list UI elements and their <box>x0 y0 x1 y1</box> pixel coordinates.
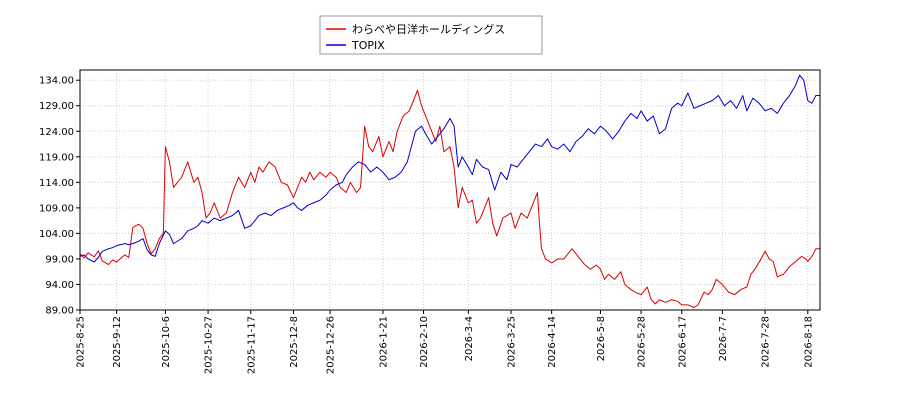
legend-label-series-2: TOPIX <box>351 39 385 52</box>
x-tick-label: 2026-8-18 <box>803 316 814 368</box>
x-tick-label: 2026-5-28 <box>637 316 648 368</box>
series-layer <box>79 74 820 308</box>
x-tick-label: 2026-7-28 <box>761 316 772 368</box>
y-tick-label: 134.00 <box>39 76 74 87</box>
x-tick-label: 2026-7-7 <box>718 316 729 361</box>
y-tick-label: 114.00 <box>39 178 74 189</box>
legend-box <box>319 15 543 55</box>
x-tick-label: 2026-2-10 <box>419 316 430 368</box>
y-tick-label: 109.00 <box>39 203 74 214</box>
x-tick-label: 2025-9-12 <box>112 316 123 368</box>
x-tick-label: 2025-12-8 <box>289 316 300 368</box>
y-tick-label: 129.00 <box>39 101 74 112</box>
plot-frame <box>79 69 821 311</box>
x-tick-label: 2025-10-6 <box>161 316 172 368</box>
x-tick-label: 2025-12-26 <box>326 316 337 374</box>
x-tick-label: 2026-1-21 <box>378 316 389 368</box>
x-axis: 2025-8-25 2025-9-12 2025-10-6 2025-10-27 202… <box>76 310 814 374</box>
x-tick-label: 2026-4-14 <box>547 316 558 368</box>
x-tick-label: 2026-5-8 <box>596 316 607 361</box>
grid-layer <box>79 70 820 311</box>
x-tick-label: 2026-3-25 <box>506 316 517 368</box>
y-tick-label: 89.00 <box>45 306 74 317</box>
y-tick-label: 94.00 <box>45 280 74 291</box>
y-tick-label: 104.00 <box>39 229 74 240</box>
series-line-1 <box>79 89 820 308</box>
x-tick-label: 2025-11-17 <box>246 316 257 374</box>
x-tick-label: 2026-6-17 <box>677 316 688 368</box>
x-tick-label: 2025-8-25 <box>76 316 87 368</box>
x-tick-label: 2026-3-4 <box>464 316 475 361</box>
y-tick-label: 119.00 <box>39 152 74 163</box>
y-tick-label: 124.00 <box>39 127 74 138</box>
legend-label-series-1: わらべや日洋ホールディングス <box>352 22 505 36</box>
y-axis: 89.00 94.00 99.00 104.00 109.00 114.00 119.00 1… <box>39 76 80 317</box>
y-tick-label: 99.00 <box>45 254 74 265</box>
x-tick-label: 2025-10-27 <box>204 316 215 374</box>
series-line-2 <box>79 74 820 263</box>
legend: わらべや日洋ホールディングス TOPIX <box>319 15 543 55</box>
